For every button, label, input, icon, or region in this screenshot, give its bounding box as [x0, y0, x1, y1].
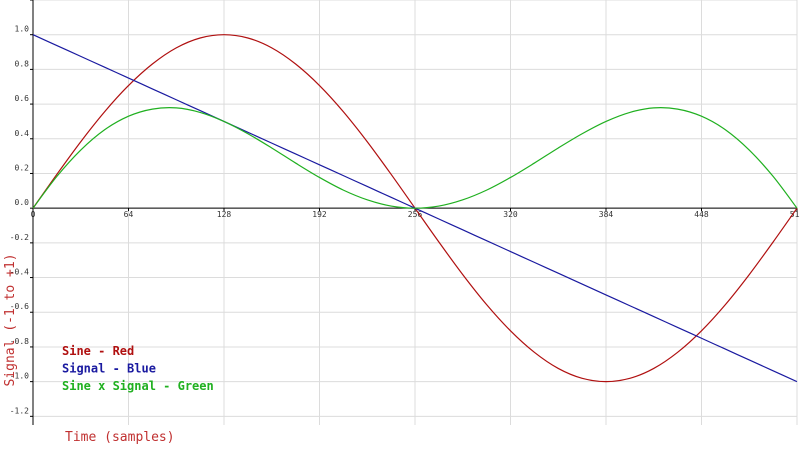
y-tick-label: -0.4	[10, 268, 29, 277]
x-tick-label: 128	[217, 210, 232, 219]
x-tick-label: 64	[124, 210, 134, 219]
y-tick-label: 0.8	[15, 59, 30, 68]
y-tick-label: -0.6	[10, 302, 29, 311]
y-tick-label: 0.4	[15, 129, 30, 138]
x-tick-label: 192	[312, 210, 327, 219]
x-tick-label: 256	[408, 210, 423, 219]
y-tick-label: 0.0	[15, 198, 30, 207]
y-axis-label: Signal (-1 to +1)	[3, 253, 18, 386]
legend-entry: Sine - Red	[62, 344, 134, 358]
legend-entry: Sine x Signal - Green	[62, 379, 214, 393]
legend-entry: Signal - Blue	[62, 362, 156, 376]
y-tick-label: 0.2	[15, 163, 30, 172]
x-tick-label: 384	[599, 210, 614, 219]
y-tick-label: 0.6	[15, 94, 30, 103]
x-tick-label: 512	[790, 210, 800, 219]
y-tick-label: -0.8	[10, 337, 29, 346]
y-tick-label: -0.2	[10, 233, 29, 242]
x-tick-label: 320	[503, 210, 518, 219]
line-series	[32, 107, 798, 209]
x-tick-label: 448	[694, 210, 709, 219]
y-tick-label: 1.0	[15, 25, 30, 34]
x-axis-label: Time (samples)	[65, 430, 175, 445]
y-tick-label: -1.0	[10, 372, 29, 381]
y-tick-label: -1.2	[10, 406, 29, 415]
